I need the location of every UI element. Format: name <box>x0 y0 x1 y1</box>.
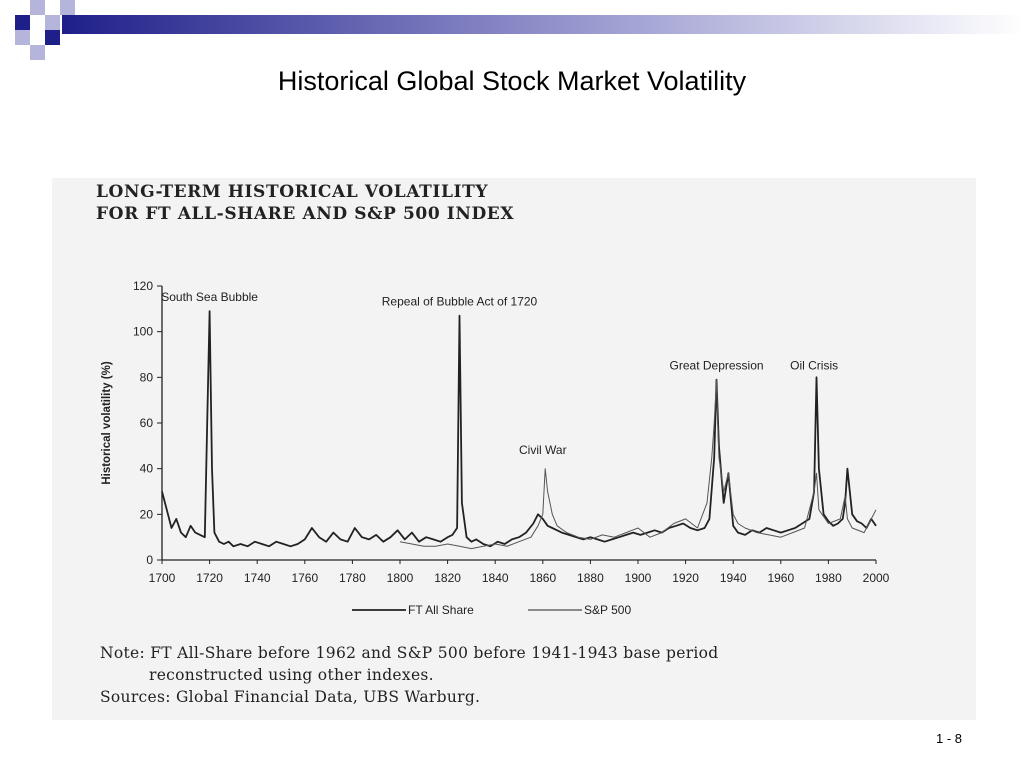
legend-label: S&P 500 <box>584 603 631 617</box>
deco-square <box>30 45 45 60</box>
header-gradient-bar <box>62 15 1024 34</box>
x-tick-label: 1800 <box>387 571 414 585</box>
x-tick-label: 1860 <box>529 571 556 585</box>
figure-note-line2: reconstructed using other indexes. <box>149 666 434 684</box>
x-tick-label: 1760 <box>291 571 318 585</box>
chart-figure: LONG-TERM HISTORICAL VOLATILITY FOR FT A… <box>52 178 976 720</box>
figure-title-line1: LONG-TERM HISTORICAL VOLATILITY <box>96 182 489 202</box>
x-tick-label: 1740 <box>244 571 271 585</box>
y-tick-label: 80 <box>140 370 154 384</box>
x-tick-label: 1820 <box>434 571 461 585</box>
deco-square <box>15 15 30 30</box>
x-tick-label: 1900 <box>625 571 652 585</box>
deco-square <box>15 30 30 45</box>
corner-decoration <box>15 0 1024 60</box>
x-tick-label: 1720 <box>196 571 223 585</box>
figure-title-line2: FOR FT ALL-SHARE AND S&P 500 INDEX <box>96 204 515 224</box>
y-tick-label: 20 <box>140 507 154 521</box>
x-tick-label: 1700 <box>149 571 176 585</box>
figure-sources: Sources: Global Financial Data, UBS Warb… <box>100 688 481 706</box>
x-tick-label: 1840 <box>482 571 509 585</box>
y-tick-label: 120 <box>133 279 153 293</box>
x-tick-label: 1780 <box>339 571 366 585</box>
figure-note-line1: Note: FT All-Share before 1962 and S&P 5… <box>100 644 719 662</box>
volatility-line-chart: 0 20 40 60 80 100 120 1700 1720 1740 1760 1780 1800 1… <box>101 279 890 617</box>
chart-annotation: Civil War <box>519 443 567 457</box>
x-tick-label: 1920 <box>672 571 699 585</box>
page-number: 1 - 8 <box>935 731 962 746</box>
y-tick-label: 100 <box>133 325 153 339</box>
y-tick-label: 0 <box>146 553 153 567</box>
x-tick-label: 1940 <box>720 571 747 585</box>
x-tick-label: 1880 <box>577 571 604 585</box>
y-tick-label: 40 <box>140 462 154 476</box>
chart-annotation: Repeal of Bubble Act of 1720 <box>382 294 538 308</box>
legend-label: FT All Share <box>408 603 474 617</box>
deco-square <box>45 30 60 45</box>
chart-annotation: Oil Crisis <box>790 358 838 372</box>
x-tick-label: 2000 <box>863 571 890 585</box>
slide-title: Historical Global Stock Market Volatilit… <box>277 66 747 96</box>
deco-square <box>45 15 60 30</box>
deco-square <box>60 0 75 15</box>
y-tick-label: 60 <box>140 416 154 430</box>
series-line-ft-all-share <box>161 310 877 548</box>
chart-annotation: Great Depression <box>670 358 764 372</box>
y-axis-label: Historical volatility (%) <box>101 361 113 485</box>
x-tick-label: 1960 <box>767 571 794 585</box>
series-line-s-p-500 <box>399 379 877 550</box>
chart-annotation: South Sea Bubble <box>161 290 258 304</box>
deco-square <box>30 0 45 15</box>
x-tick-label: 1980 <box>815 571 842 585</box>
